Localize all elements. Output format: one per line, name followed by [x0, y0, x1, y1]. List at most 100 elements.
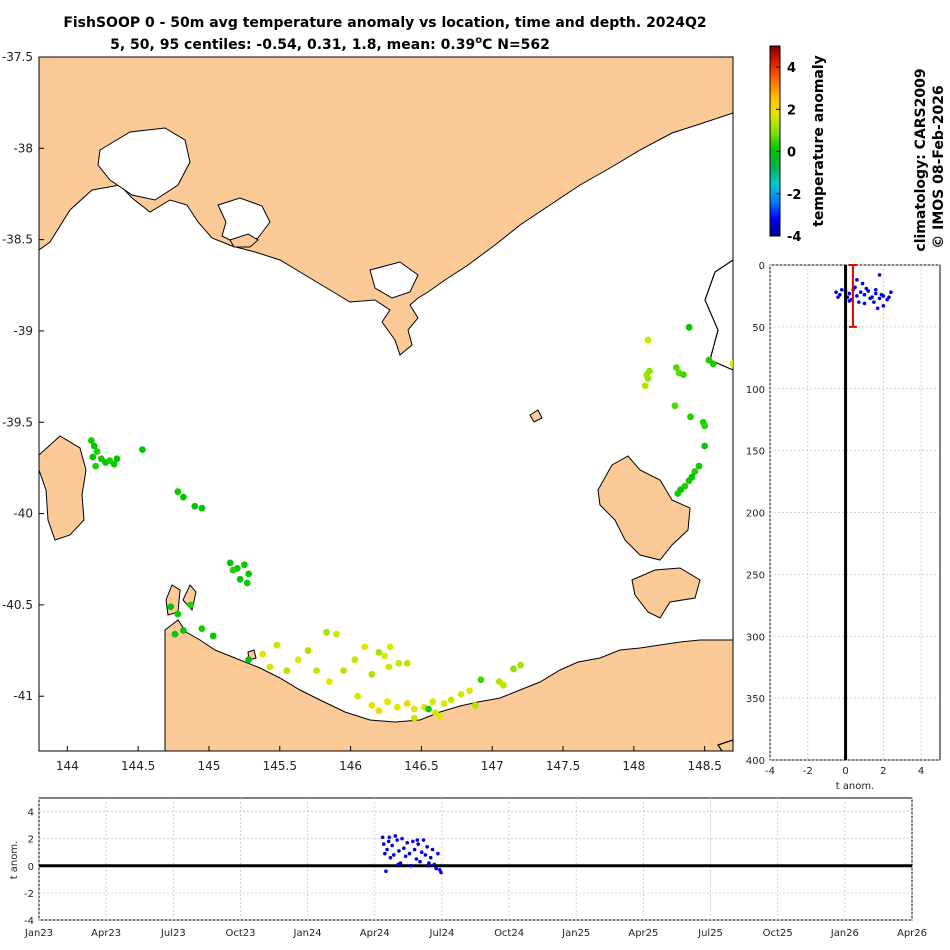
ts-xtick-label: Apr23	[91, 928, 121, 939]
map-xtick-label: 145	[198, 759, 221, 773]
colorbar-label: temperature anomaly	[811, 55, 827, 227]
map-ytick-label: -37.5	[2, 50, 33, 64]
ts-point	[395, 838, 399, 842]
ts-point	[430, 847, 435, 852]
map-point	[385, 663, 393, 671]
map-point	[477, 676, 485, 684]
map-point	[113, 455, 121, 463]
land-coast-east-vic-2	[717, 739, 733, 751]
depth-point	[862, 292, 867, 297]
map-point	[110, 460, 118, 468]
ts-frame	[38, 797, 913, 921]
map-point	[685, 323, 693, 331]
map-x-axis: 144 144.5 145 145.5 146 146.5 147 147.5 148 148.5	[56, 746, 722, 773]
map-point	[375, 707, 383, 715]
map-point	[701, 442, 709, 450]
ts-point	[407, 851, 412, 856]
land-victoria	[39, 57, 733, 356]
title-line1: FishSOOP 0 - 50m avg temperature anomaly…	[63, 15, 706, 31]
map-point	[709, 360, 717, 368]
map-xtick-label: 146.5	[404, 759, 438, 773]
map-point	[646, 367, 653, 375]
depth-point	[868, 296, 872, 301]
ts-xtick-label: Jul24	[429, 928, 455, 939]
timeseries-panel: Jan23 Apr23 Jul23 Oct23 Jan24 Apr24 Jul24 Oct24…	[9, 797, 927, 939]
map-ytick-label: -40.5	[2, 598, 33, 612]
map-point	[226, 559, 234, 567]
western-port	[217, 197, 271, 245]
map-point	[644, 375, 652, 382]
map-point	[685, 477, 693, 485]
map-point	[174, 610, 182, 618]
map-point	[245, 570, 253, 578]
ts-xtick-label: Apr26	[897, 928, 927, 939]
map-point	[691, 468, 699, 475]
depth-xtick-label: 4	[918, 766, 924, 777]
map-xtick-label: 144	[56, 759, 79, 773]
map-point	[381, 652, 388, 660]
depth-xlabel: t anom.	[836, 781, 875, 792]
map-point	[313, 667, 320, 675]
ts-point	[423, 853, 428, 857]
port-phillip-bay	[97, 127, 191, 201]
ts-point	[432, 862, 437, 867]
map-xtick-label: 147.5	[546, 759, 580, 773]
map-xtick-label: 144.5	[121, 759, 155, 773]
map-point	[457, 690, 465, 698]
ts-point	[391, 853, 396, 857]
depth-ytick-label: 150	[746, 447, 765, 458]
map-point	[447, 696, 455, 704]
depth-ytick-label: 250	[746, 570, 765, 581]
map-point	[384, 698, 391, 706]
map-ytick-label: -40	[13, 507, 33, 521]
colorbar-gradient	[769, 45, 781, 237]
ts-ytick-label: 0	[28, 862, 34, 873]
depth-point	[862, 301, 867, 306]
colorbar: -4 -2 0 2 4 temperature anomaly	[769, 45, 827, 245]
map-point	[229, 566, 237, 574]
depth-point	[838, 292, 842, 297]
map-xtick-label: 146	[339, 759, 362, 773]
map-ytick-label: -41	[13, 689, 33, 703]
map-point	[471, 701, 479, 709]
depth-point	[875, 306, 880, 311]
depth-point	[847, 291, 852, 296]
ts-points	[380, 834, 443, 875]
depth-point	[889, 290, 893, 295]
ts-ytick-label: -4	[24, 916, 34, 927]
map-point	[325, 678, 333, 685]
map-point	[198, 625, 206, 633]
ts-xtick-label: Oct25	[763, 928, 793, 939]
map-point	[368, 701, 376, 709]
map-point	[92, 462, 100, 470]
map-point	[466, 687, 473, 695]
map-point	[174, 488, 182, 496]
map-point	[187, 601, 194, 609]
colorbar-tick-label: -4	[787, 230, 801, 245]
map-point	[167, 603, 175, 611]
colorbar-tick-label: 4	[787, 61, 796, 76]
depth-ytick-label: 400	[746, 756, 765, 767]
ts-point	[411, 839, 415, 844]
land-hogan-islet	[529, 409, 543, 423]
ts-point	[434, 866, 438, 871]
map-ytick-label: -39.5	[2, 415, 33, 429]
map-point	[245, 656, 253, 664]
map-point	[517, 661, 524, 669]
ts-point	[385, 847, 389, 852]
depth-point	[834, 290, 838, 295]
depth-point	[885, 297, 889, 302]
map-point	[283, 667, 291, 675]
map-point	[304, 647, 312, 654]
map-point	[198, 504, 206, 512]
map-point	[351, 656, 359, 664]
depth-point	[877, 296, 882, 301]
ts-ytick-label: -2	[24, 889, 34, 900]
map-point	[354, 692, 362, 700]
land-tasmania	[164, 619, 733, 751]
map-point	[510, 665, 517, 673]
ts-xtick-label: Oct24	[494, 928, 524, 939]
ts-point	[380, 835, 385, 840]
depth-point	[879, 292, 884, 297]
